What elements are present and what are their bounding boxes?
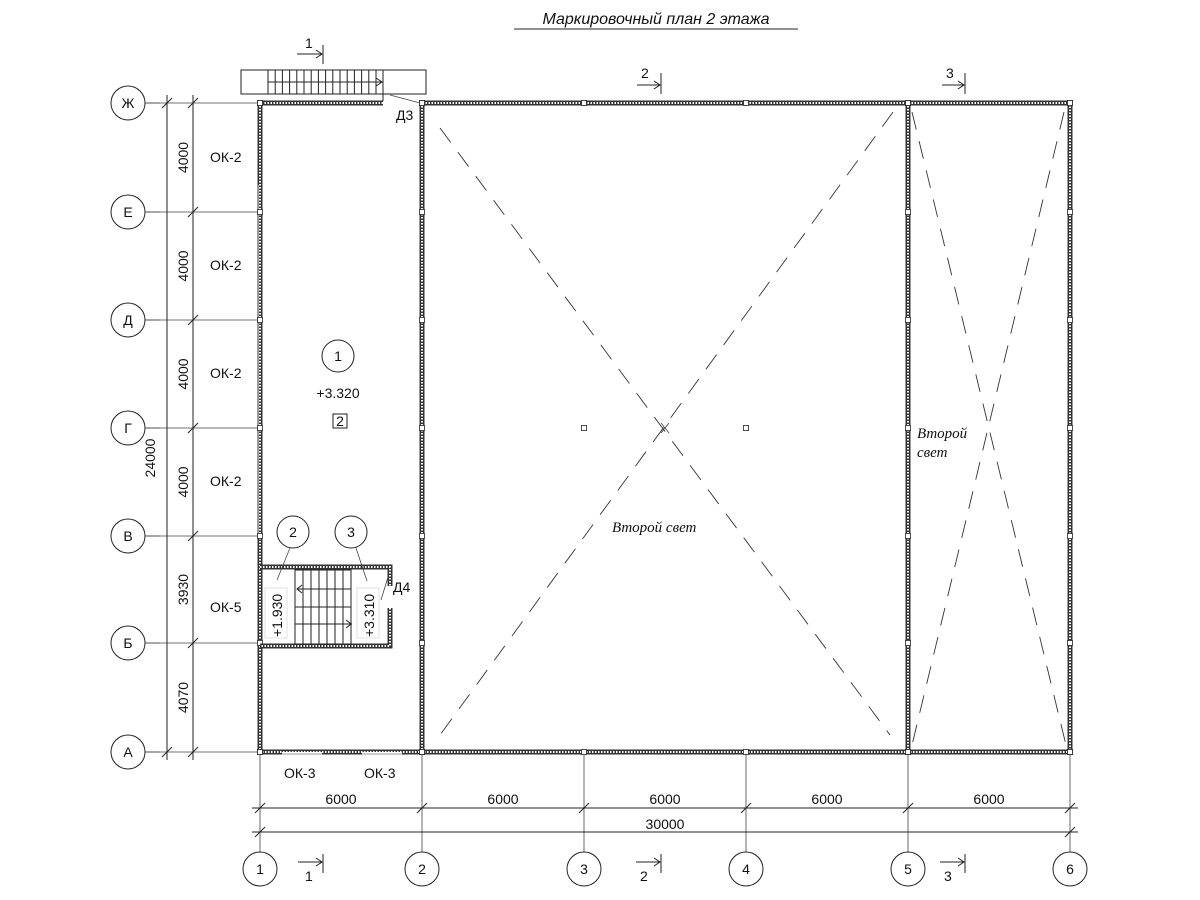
axis-row-Е: Е	[110, 194, 160, 230]
svg-text:Г: Г	[124, 420, 132, 436]
dim-segment-vertical: 3930	[175, 574, 191, 605]
room-3-marker	[334, 515, 368, 549]
svg-text:2: 2	[640, 868, 648, 884]
room-1-marker	[321, 339, 355, 373]
void-label-main: Второй свет	[612, 520, 697, 536]
axis-row-В: В	[110, 518, 160, 554]
void-side	[911, 111, 1067, 746]
walls	[257, 100, 1073, 756]
dim-segment-vertical: 4000	[175, 250, 191, 281]
svg-text:Д: Д	[123, 312, 133, 328]
room-3-number: 3	[347, 524, 355, 540]
axis-row-Г: Г	[110, 410, 160, 446]
plan-title: Маркировочный план 2 этажа	[542, 11, 769, 28]
door-mark-d3: Д3	[396, 107, 413, 123]
svg-text:3: 3	[580, 861, 588, 877]
svg-text:В: В	[123, 528, 132, 544]
dim-segment-vertical: 4000	[175, 466, 191, 497]
window-mark: ОК-2	[210, 365, 242, 381]
axis-markers: Ж Е Д Г В Б А 1 2 3 4 5 6	[110, 85, 1088, 887]
svg-text:Б: Б	[123, 635, 132, 651]
dim-segment-horizontal: 6000	[649, 791, 680, 807]
void-label-side-2: свет	[917, 445, 948, 461]
room-2-level: +1.930	[269, 594, 285, 637]
axis-column-6: 6	[1052, 851, 1088, 887]
section-mark-2-top: 2	[637, 65, 662, 94]
section-mark-3-bottom: 3	[940, 854, 966, 884]
dim-segment-vertical: 4000	[175, 358, 191, 389]
dim-segment-horizontal: 6000	[811, 791, 842, 807]
dim-total-horizontal: 30000	[646, 816, 685, 832]
axis-column-1: 1	[242, 851, 278, 887]
svg-text:4: 4	[742, 861, 750, 877]
svg-text:1: 1	[305, 868, 313, 884]
svg-text:5: 5	[904, 861, 912, 877]
section-mark-3-top: 3	[942, 65, 966, 94]
void-main	[439, 111, 894, 736]
section-mark-1-bottom: 1	[298, 854, 324, 884]
window-mark: ОК-3	[364, 765, 396, 781]
dim-total-vertical: 24000	[142, 438, 158, 477]
svg-text:А: А	[123, 744, 133, 760]
axis-row-Ж: Ж	[110, 85, 160, 121]
svg-text:Е: Е	[123, 204, 132, 220]
room-1-level: +3.320	[316, 385, 359, 401]
section-mark-1-top: 1	[297, 35, 324, 64]
dim-segment-horizontal: 6000	[973, 791, 1004, 807]
svg-text:1: 1	[305, 35, 313, 51]
door-mark-d4: Д4	[393, 579, 410, 595]
window-mark: ОК-2	[210, 473, 242, 489]
axis-row-А: А	[110, 734, 160, 770]
dim-segment-vertical: 4070	[175, 682, 191, 713]
window-mark: ОК-2	[210, 257, 242, 273]
axis-row-Д: Д	[110, 302, 160, 338]
room-2-number: 2	[289, 524, 297, 540]
window-mark: ОК-2	[210, 149, 242, 165]
external-stair	[240, 69, 427, 101]
room-1-tag: 2	[336, 413, 344, 429]
internal-stair	[260, 564, 393, 649]
svg-text:2: 2	[641, 65, 649, 81]
room-1-number: 1	[334, 348, 342, 364]
dim-segment-vertical: 4000	[175, 142, 191, 173]
section-mark-2-bottom: 2	[636, 854, 662, 884]
axis-row-Б: Б	[110, 625, 160, 661]
axis-column-2: 2	[404, 851, 440, 887]
dim-segment-horizontal: 6000	[325, 791, 356, 807]
grid-lines	[146, 102, 1071, 852]
axis-column-5: 5	[890, 851, 926, 887]
dim-segment-horizontal: 6000	[487, 791, 518, 807]
dimensions: 24000 4000 4000 4000 4000 3930 4070 6000 6000 600…	[142, 95, 1078, 838]
room-2-marker	[276, 515, 310, 549]
svg-text:3: 3	[944, 868, 952, 884]
door-d3-swing	[389, 94, 421, 104]
door-d4-swing	[380, 576, 389, 601]
room-3-level: +3.310	[361, 594, 377, 637]
svg-text:6: 6	[1066, 861, 1074, 877]
window-mark: ОК-3	[284, 765, 316, 781]
void-label-side-1: Второй	[917, 426, 968, 442]
svg-text:1: 1	[256, 861, 264, 877]
window-mark: ОК-5	[210, 599, 242, 615]
axis-column-3: 3	[566, 851, 602, 887]
svg-text:Ж: Ж	[122, 95, 135, 111]
svg-text:3: 3	[946, 65, 954, 81]
axis-column-4: 4	[728, 851, 764, 887]
room-1-tag-box	[332, 413, 348, 429]
svg-text:2: 2	[418, 861, 426, 877]
